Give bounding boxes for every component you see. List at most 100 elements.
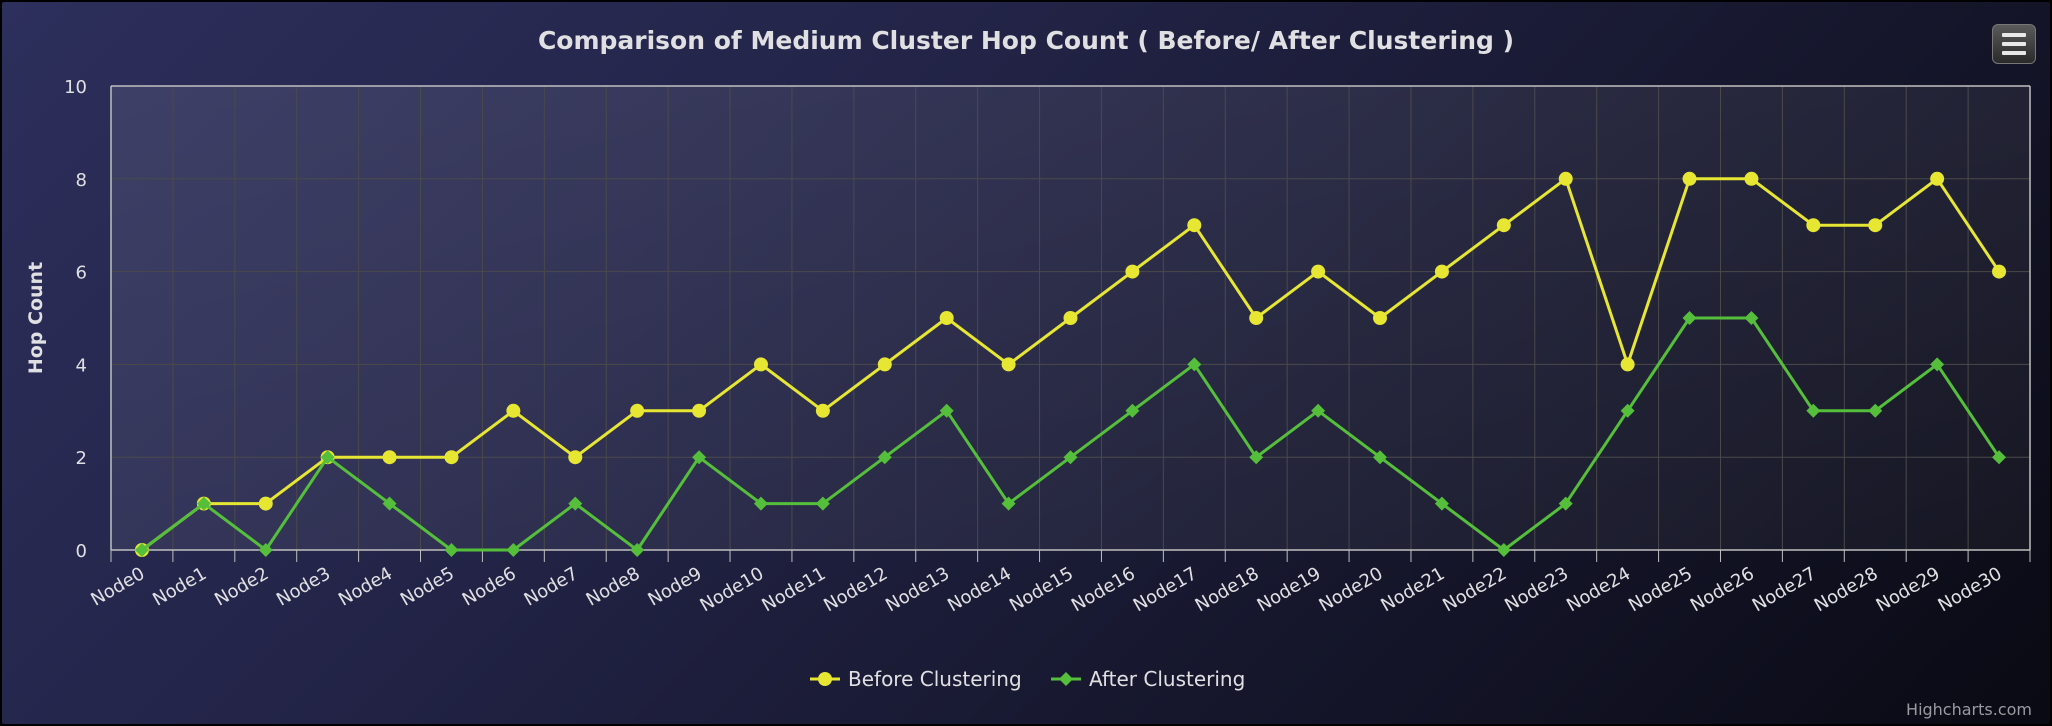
data-point: [1558, 171, 1573, 186]
y-tick-label: 2: [76, 448, 87, 469]
x-tick-label: Node14: [944, 563, 1015, 616]
data-point: [568, 450, 583, 465]
data-point: [1311, 264, 1326, 279]
series-after-clustering: [134, 311, 2007, 557]
series-group: [134, 171, 2007, 557]
y-axis-title: Hop Count: [25, 262, 47, 374]
x-tick-label: Node24: [1563, 563, 1634, 616]
data-point: [630, 403, 645, 418]
y-tick-label: 8: [76, 170, 87, 191]
data-point: [1620, 403, 1635, 418]
data-point: [1434, 264, 1449, 279]
data-point: [753, 357, 768, 372]
x-tick-label: Node22: [1439, 563, 1510, 616]
data-point: [1496, 543, 1511, 557]
x-tick-label: Node29: [1873, 563, 1944, 616]
credits[interactable]: Highcharts.com: [1906, 700, 2032, 719]
data-point: [630, 543, 645, 557]
x-tick-label: Node11: [758, 563, 829, 616]
data-point: [1992, 450, 2007, 465]
data-point: [1187, 357, 1202, 372]
x-tick-label: Node7: [521, 563, 582, 610]
x-tick-label: Node6: [459, 563, 520, 610]
legend-label: Before Clustering: [848, 667, 1022, 691]
x-tick-label: Node1: [149, 563, 210, 610]
x-tick-label: Node2: [211, 563, 272, 610]
data-point: [196, 496, 211, 511]
x-tick-label: Node30: [1935, 563, 2006, 616]
data-point: [1806, 403, 1821, 418]
data-point: [1496, 218, 1511, 233]
data-point: [1063, 450, 1078, 465]
legend-label: After Clustering: [1089, 667, 1245, 691]
data-point: [692, 450, 707, 465]
x-tick-label: Node5: [397, 563, 458, 610]
x-tick-label: Node28: [1811, 563, 1882, 616]
x-tick-label: Node18: [1192, 563, 1263, 616]
x-tick-label: Node25: [1625, 563, 1696, 616]
data-point: [1001, 496, 1016, 511]
data-point: [320, 450, 335, 465]
data-point: [1373, 450, 1388, 465]
data-point: [1868, 403, 1883, 418]
legend-marker: [1059, 672, 1073, 686]
x-tick-label: Node12: [820, 563, 891, 616]
y-tick-label: 4: [76, 355, 87, 376]
data-point: [1744, 171, 1759, 186]
chart-menu-button[interactable]: [1992, 24, 2036, 64]
data-point: [444, 543, 459, 557]
hamburger-menu-icon: [2002, 33, 2026, 37]
hamburger-menu-icon-bar: [2002, 51, 2026, 55]
y-tick-label: 0: [76, 541, 87, 562]
data-point: [1187, 218, 1202, 233]
data-point: [1063, 311, 1078, 325]
data-point: [506, 403, 521, 418]
data-point: [1125, 403, 1140, 418]
data-point: [877, 450, 892, 465]
legend-item[interactable]: After Clustering: [1051, 667, 1245, 691]
x-tick-label: Node23: [1501, 563, 1572, 616]
x-tick-label: Node21: [1377, 563, 1448, 616]
x-tick-label: Node13: [882, 563, 953, 616]
data-point: [939, 403, 954, 418]
x-tick-label: Node20: [1315, 563, 1386, 616]
hamburger-menu-icon-bar: [2002, 42, 2026, 46]
data-point: [1682, 171, 1697, 186]
x-tick-label: Node26: [1687, 563, 1758, 616]
x-tick-label: Node0: [87, 563, 148, 610]
data-point: [1558, 496, 1573, 511]
data-point: [1311, 403, 1326, 418]
x-tick-label: Node3: [273, 563, 334, 610]
data-point: [1249, 450, 1264, 465]
data-point: [568, 496, 583, 511]
data-point: [1930, 171, 1945, 186]
data-point: [1373, 311, 1388, 325]
x-tick-label: Node15: [1006, 563, 1077, 616]
y-tick-label: 10: [64, 77, 87, 98]
data-point: [1930, 357, 1945, 372]
data-point: [1868, 218, 1883, 233]
data-point: [753, 496, 768, 511]
x-tick-label: Node19: [1254, 563, 1325, 616]
data-point: [692, 403, 707, 418]
x-tick-label: Node8: [583, 563, 644, 610]
x-tick-label: Node17: [1130, 563, 1201, 616]
data-point: [1249, 311, 1264, 325]
data-point: [815, 496, 830, 511]
data-point: [939, 311, 954, 325]
legend: Before Clustering After Clustering: [810, 667, 1245, 691]
data-point: [1434, 496, 1449, 511]
data-point: [134, 543, 149, 557]
legend-marker: [818, 672, 832, 686]
y-tick-label: 6: [76, 263, 87, 284]
data-point: [877, 357, 892, 372]
chart-title: Comparison of Medium Cluster Hop Count (…: [538, 26, 1514, 55]
data-point: [1001, 357, 1016, 372]
legend-item[interactable]: Before Clustering: [810, 667, 1022, 691]
data-point: [1992, 264, 2007, 279]
data-point: [1744, 311, 1759, 325]
x-tick-label: Node16: [1068, 563, 1139, 616]
x-tick-label: Node9: [644, 563, 705, 610]
